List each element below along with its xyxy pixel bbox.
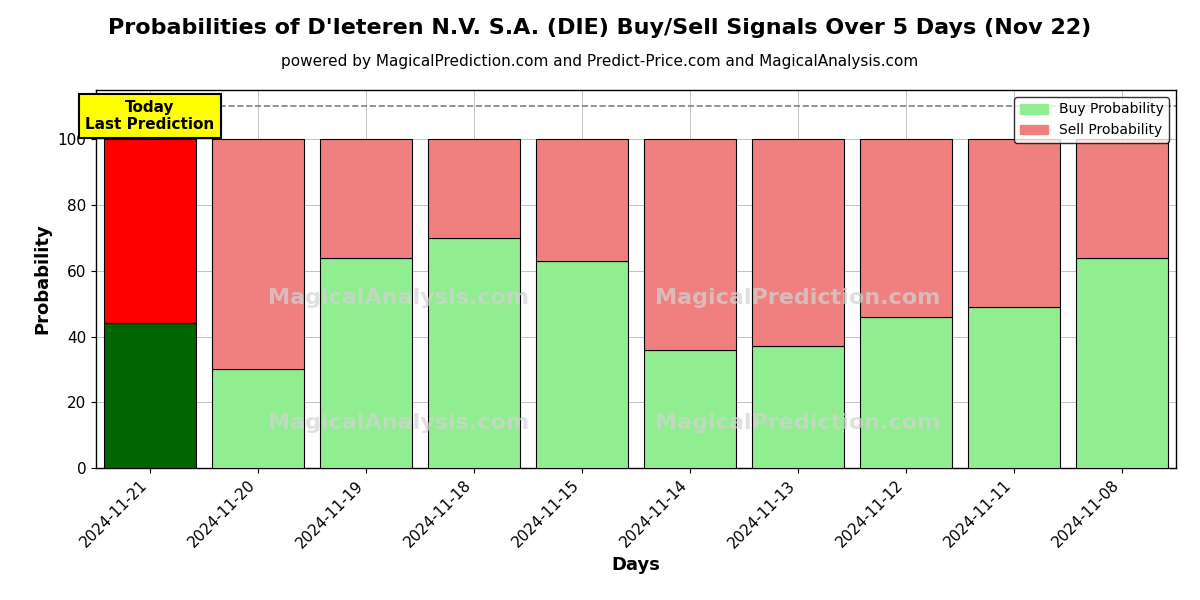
Bar (428, 238, 520, 468)
Text: MagicalAnalysis.com: MagicalAnalysis.com (268, 413, 529, 433)
Bar (536, 261, 628, 468)
Bar (860, 139, 952, 317)
Bar (968, 139, 1060, 307)
Bar (752, 139, 844, 346)
Bar (860, 317, 952, 468)
Bar (428, 139, 520, 238)
Text: MagicalPrediction.com: MagicalPrediction.com (655, 288, 941, 308)
Bar (536, 139, 628, 261)
Bar (320, 257, 412, 468)
Legend: Buy Probability, Sell Probability: Buy Probability, Sell Probability (1014, 97, 1169, 143)
Bar (752, 346, 844, 468)
Bar (1076, 257, 1168, 468)
Bar (968, 307, 1060, 468)
X-axis label: Days: Days (612, 556, 660, 574)
Text: powered by MagicalPrediction.com and Predict-Price.com and MagicalAnalysis.com: powered by MagicalPrediction.com and Pre… (281, 54, 919, 69)
Bar (212, 139, 304, 370)
Bar (104, 139, 196, 323)
Bar (644, 139, 736, 350)
Bar (320, 139, 412, 257)
Bar (644, 350, 736, 468)
Text: Today
Last Prediction: Today Last Prediction (85, 100, 215, 132)
Bar (104, 323, 196, 468)
Text: Probabilities of D'Ieteren N.V. S.A. (DIE) Buy/Sell Signals Over 5 Days (Nov 22): Probabilities of D'Ieteren N.V. S.A. (DI… (108, 18, 1092, 38)
Bar (1076, 139, 1168, 257)
Y-axis label: Probability: Probability (34, 224, 52, 334)
Text: MagicalPrediction.com: MagicalPrediction.com (655, 413, 941, 433)
Text: MagicalAnalysis.com: MagicalAnalysis.com (268, 288, 529, 308)
Bar (212, 370, 304, 468)
